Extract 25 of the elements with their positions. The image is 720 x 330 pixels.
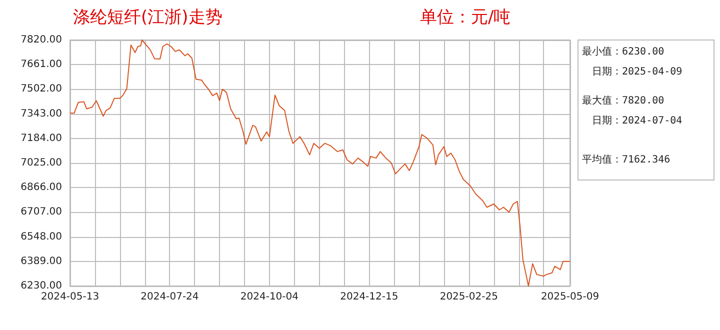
- y-tick-label: 6389.00: [20, 256, 62, 267]
- chart-title: 涤纶短纤(江浙)走势: [73, 8, 222, 28]
- y-tick-label: 7184.00: [20, 132, 62, 144]
- y-tick-label: 6230.00: [20, 280, 62, 292]
- y-tick-label: 7025.00: [20, 158, 62, 168]
- line-series: [70, 40, 570, 286]
- x-tick-label: 2024-07-24: [140, 292, 199, 302]
- y-tick-label: 6548.00: [20, 231, 62, 242]
- chart-subtitle: 单位：元/吨: [420, 8, 511, 28]
- text: 平均值：7162.346: [582, 154, 670, 166]
- y-tick-label: 7820.00: [20, 34, 62, 46]
- x-tick-label: 2024-05-13: [40, 292, 100, 302]
- y-tick-label: 6707.00: [20, 206, 62, 218]
- text: 最小值：6230.00: [582, 46, 664, 58]
- x-tick-label: 2025-02-25: [440, 292, 498, 302]
- text: 日期：2025-04-09: [592, 66, 682, 78]
- y-tick-label: 7661.00: [20, 59, 62, 70]
- x-tick-label: 2025-05-09: [540, 292, 600, 302]
- y-tick-label: 7343.00: [20, 108, 62, 120]
- x-tick-label: 2024-10-04: [240, 292, 299, 302]
- text: 日期：2024-07-04: [592, 114, 682, 126]
- y-tick-label: 6866.00: [20, 182, 62, 194]
- y-tick-label: 7502.00: [20, 84, 62, 95]
- text: 最大值：7820.00: [582, 94, 664, 106]
- x-tick-label: 2024-12-15: [340, 292, 398, 302]
